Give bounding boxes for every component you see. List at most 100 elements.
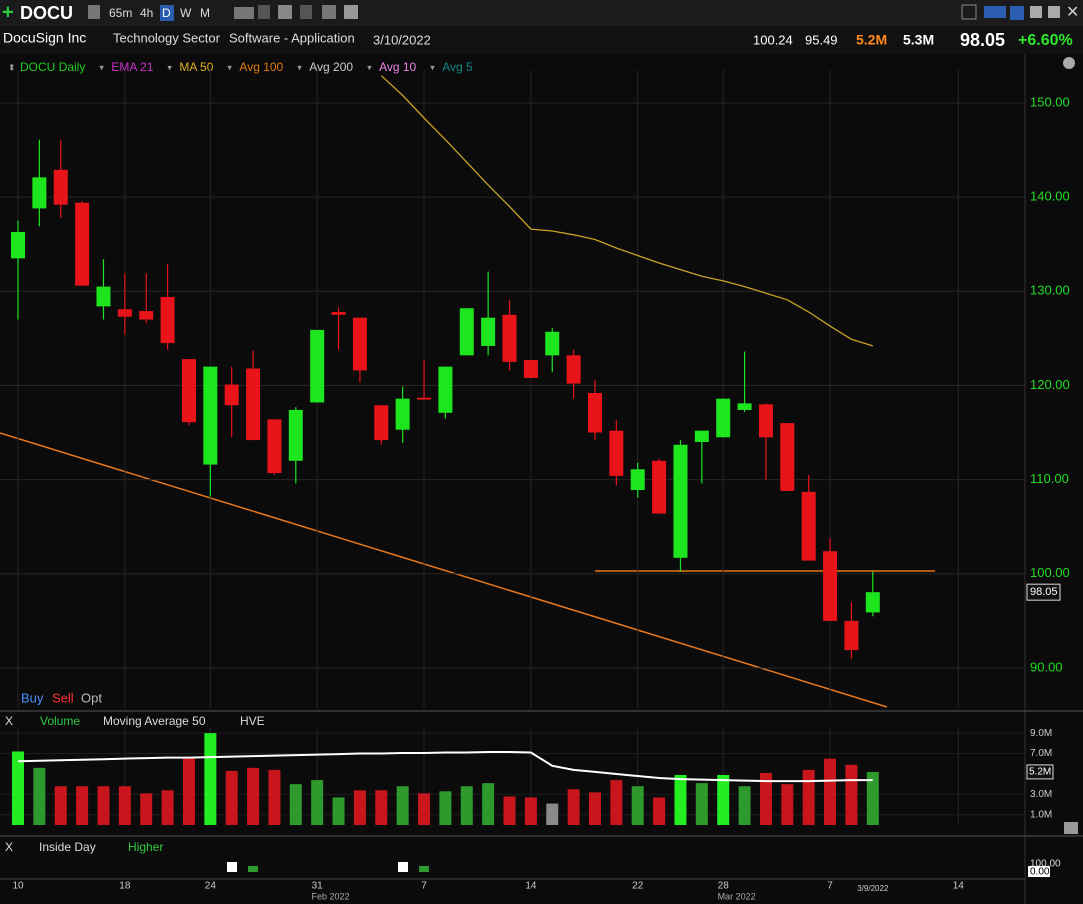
candle-body — [288, 409, 303, 461]
icon[interactable] — [1030, 6, 1042, 18]
volume: 5.2M — [856, 32, 887, 48]
volume-bar — [353, 790, 366, 825]
candle-body — [694, 430, 709, 442]
inside-day-label: Inside Day — [39, 840, 96, 854]
month-label: Feb 2022 — [312, 891, 350, 901]
indicator-tag — [1028, 866, 1050, 877]
avg-volume: 5.3M — [903, 32, 934, 48]
symbol[interactable]: DOCU — [20, 3, 73, 23]
higher-label: Higher — [128, 840, 163, 854]
x-tick-label: 24 — [205, 881, 217, 892]
volume-bar — [695, 783, 708, 825]
volume-bar — [503, 796, 516, 825]
volume-bar — [610, 780, 623, 825]
icon[interactable] — [961, 4, 977, 20]
sector: Technology Sector — [113, 30, 221, 45]
toolbar-bg — [0, 0, 1083, 26]
interval[interactable]: D — [162, 6, 171, 20]
close-panel[interactable]: X — [5, 840, 13, 854]
volume-bar — [866, 771, 879, 825]
legend: DOCU Daily ⬍ EMA 21 ▾ MA 50 ▾ Avg 100 ▾ Avg 200 ▾… — [8, 60, 473, 74]
opt-button[interactable]: Opt — [81, 690, 102, 705]
volume-bar — [418, 793, 431, 825]
add-icon[interactable]: + — [2, 1, 14, 23]
trend-line[interactable] — [0, 432, 888, 708]
candle-body — [609, 430, 624, 476]
volume-bar — [439, 791, 452, 825]
candle-body — [481, 317, 496, 346]
date: 3/10/2022 — [373, 32, 431, 47]
icon[interactable] — [88, 5, 100, 19]
industry: Software - Application — [229, 30, 355, 45]
price-tag-label: 98.05 — [1030, 586, 1058, 598]
x-tick-label: 14 — [525, 881, 537, 892]
volume-bar — [845, 764, 858, 825]
volume-bar — [140, 793, 153, 825]
icon[interactable] — [344, 5, 358, 19]
y-tick-label: 130.00 — [1030, 283, 1070, 298]
volume-bar — [738, 786, 751, 825]
company-name: DocuSign Inc — [3, 30, 86, 46]
legend-caret: ▾ — [430, 62, 435, 72]
buy-button[interactable]: Buy — [21, 690, 44, 705]
interval[interactable]: W — [180, 6, 192, 20]
candle-body — [11, 231, 25, 259]
volume-bar — [225, 770, 238, 825]
volume-bar — [567, 789, 580, 825]
x-tick-label: 28 — [718, 881, 730, 892]
higher-marker — [248, 866, 258, 872]
close-panel[interactable]: X — [5, 714, 13, 728]
icon[interactable] — [278, 5, 292, 19]
candle-body — [139, 311, 154, 320]
icon[interactable] — [258, 5, 270, 19]
volume-label: Volume — [40, 714, 80, 728]
volume-bar — [781, 784, 794, 825]
interval[interactable]: M — [200, 6, 210, 20]
header-bg — [0, 26, 1083, 54]
icon[interactable] — [1010, 6, 1024, 20]
icon[interactable] — [322, 5, 336, 19]
volume-bar — [524, 797, 537, 825]
volume-bar — [268, 769, 281, 825]
candle-body — [865, 592, 880, 613]
candle-body — [53, 169, 68, 205]
inside-day-marker — [227, 862, 237, 872]
candle-body — [737, 403, 752, 410]
candle-body — [75, 202, 90, 286]
icon[interactable] — [300, 5, 312, 19]
candle-body — [652, 460, 667, 514]
icon[interactable] — [1048, 6, 1060, 18]
volume-bar — [631, 786, 644, 825]
candle-body — [566, 355, 581, 384]
volume-bar — [332, 797, 345, 825]
legend-item: Avg 10 — [379, 60, 416, 74]
y-tick-label: 140.00 — [1030, 189, 1070, 204]
candle-body — [395, 398, 410, 430]
x-tick-label: 31 — [312, 881, 324, 892]
icon[interactable] — [984, 6, 1006, 18]
sell-button[interactable]: Sell — [52, 690, 74, 705]
volume-tag — [1026, 764, 1054, 780]
scroll-button[interactable] — [1064, 822, 1078, 834]
volume-bar — [546, 803, 559, 825]
x-tick-label: 14 — [953, 881, 965, 892]
candle-body — [438, 366, 453, 413]
legend-caret: ▾ — [297, 62, 302, 72]
interval[interactable]: 65m — [109, 6, 132, 20]
volume-bar — [54, 786, 67, 825]
legend-caret: ▾ — [367, 62, 372, 72]
close-icon[interactable]: ✕ — [1066, 4, 1079, 21]
settings-icon[interactable] — [1063, 57, 1075, 69]
icon[interactable] — [234, 7, 254, 19]
candle-body — [32, 177, 47, 209]
volume-tick-label: 1.0M — [1030, 809, 1052, 820]
volume-bar — [247, 767, 260, 825]
hve-label: HVE — [240, 714, 265, 728]
interval[interactable]: 4h — [140, 6, 153, 20]
y-tick-label: 120.00 — [1030, 377, 1070, 392]
x-tick-label: 22 — [632, 881, 644, 892]
candle-body — [374, 405, 389, 441]
volume-bar — [653, 797, 666, 825]
